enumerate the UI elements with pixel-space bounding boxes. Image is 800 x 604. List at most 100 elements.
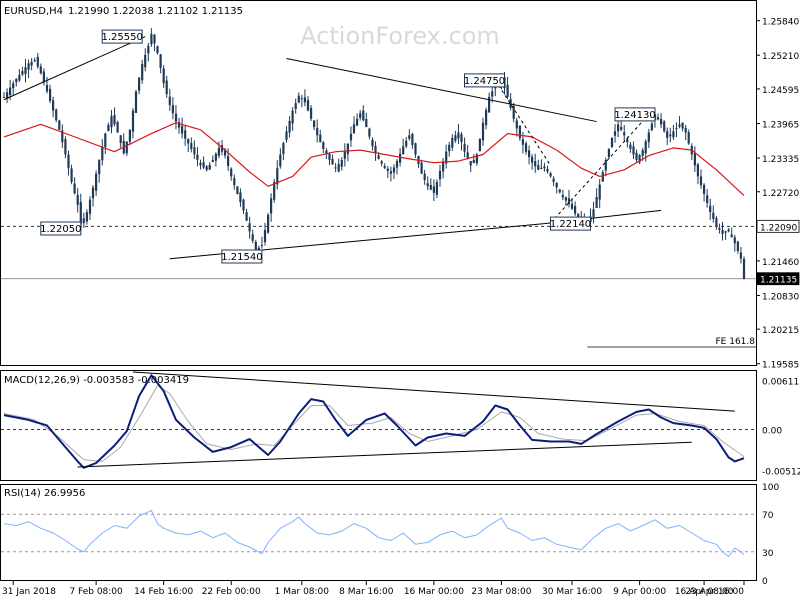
price-tick-label: 1.19585 <box>762 361 799 371</box>
candle-body <box>45 85 49 92</box>
price-tick-label: 1.23335 <box>762 155 799 165</box>
candle-body <box>595 197 598 208</box>
candle-body <box>374 146 377 153</box>
candle-body <box>736 241 739 251</box>
candle-body <box>15 78 18 83</box>
candle-body <box>260 245 263 246</box>
price-label: 1.22140 <box>550 219 591 230</box>
candle-body <box>739 252 742 259</box>
candle-body <box>291 110 294 124</box>
candle-body <box>632 146 635 155</box>
price-tick-label: 1.23965 <box>762 120 799 130</box>
symbol-label: EURUSD,H4 <box>4 6 63 17</box>
candle-body <box>451 138 454 148</box>
candle-body <box>27 63 30 70</box>
candle-body <box>570 203 574 209</box>
candle-body <box>626 138 629 143</box>
candle-body <box>12 83 15 89</box>
candle-body <box>322 142 325 149</box>
candle-body <box>475 154 478 164</box>
candle-body <box>42 71 45 83</box>
rsi-tick-label: 100 <box>762 483 779 493</box>
candle-body <box>349 133 353 141</box>
candle-body <box>128 129 131 142</box>
candle-body <box>101 146 104 161</box>
rsi-tick-label: 0 <box>762 577 768 587</box>
candle-body <box>251 234 254 241</box>
candle-body <box>303 97 306 103</box>
candle-body <box>239 192 242 203</box>
candle-body <box>362 110 365 121</box>
candle-body <box>592 209 595 218</box>
candle-body <box>405 140 408 147</box>
candle-body <box>515 120 518 129</box>
candle-body <box>300 98 303 100</box>
candle-body <box>273 181 276 200</box>
reference-level-axis-label: 1.22090 <box>760 223 797 233</box>
candle-body <box>607 149 610 158</box>
candle-body <box>660 118 663 125</box>
candle-body <box>245 212 248 221</box>
price-label-box <box>464 73 505 88</box>
candle-body <box>669 134 672 137</box>
candle-body <box>555 183 558 188</box>
candle-body <box>601 172 604 182</box>
price-label: 1.22050 <box>40 224 81 235</box>
candle-body <box>638 155 641 163</box>
candle-body <box>193 147 196 155</box>
candle-body <box>257 247 260 251</box>
price-label-box <box>221 249 263 264</box>
macd-tick-label: 0.006113 <box>762 378 800 388</box>
price-label-box <box>40 221 82 236</box>
candle-body <box>95 173 98 191</box>
reference-level-box <box>756 219 800 233</box>
candle-body <box>202 162 205 168</box>
candle-body <box>721 230 724 234</box>
candle-body <box>693 153 696 166</box>
candle-body <box>125 141 128 154</box>
candle-body <box>549 173 552 177</box>
candle-body <box>380 161 383 164</box>
candle-body <box>552 178 555 182</box>
candle-body <box>64 139 67 155</box>
candle-body <box>567 198 571 204</box>
candle-body <box>270 198 273 214</box>
candle-body <box>696 164 699 177</box>
candle-body <box>528 150 531 158</box>
price-trendline <box>286 58 597 123</box>
candle-body <box>724 231 727 233</box>
candle-body <box>227 156 230 166</box>
candle-body <box>469 161 472 166</box>
macd-tick-label: -0.005124 <box>762 467 800 477</box>
rsi-tick-label: 70 <box>762 511 774 521</box>
candle-body <box>435 181 438 195</box>
macd-layer <box>1 371 756 469</box>
candle-body <box>343 151 346 159</box>
candle-body <box>598 184 601 200</box>
candle-body <box>613 131 617 136</box>
x-tick-label: 31 Jan 2018 <box>2 587 56 597</box>
candle-body <box>67 154 70 169</box>
candle-body <box>524 143 528 152</box>
candle-body <box>177 122 181 128</box>
candle-body <box>395 161 399 168</box>
candle-body <box>306 100 310 111</box>
candle-body <box>156 46 159 54</box>
candle-body <box>368 128 371 137</box>
candle-body <box>672 131 675 138</box>
rsi-layer <box>1 509 756 557</box>
candle-body <box>36 56 39 67</box>
candle-body <box>88 199 92 214</box>
rsi-line <box>3 509 745 557</box>
candle-body <box>543 166 546 169</box>
price-tick-label: 1.22720 <box>762 189 799 199</box>
candle-body <box>79 201 82 225</box>
candle-body <box>414 143 417 155</box>
candle-body <box>58 120 61 130</box>
candle-body <box>438 170 442 180</box>
candle-body <box>181 125 184 134</box>
candle-body <box>190 143 193 149</box>
x-tick-label: 16 Mar 00:00 <box>404 587 464 597</box>
